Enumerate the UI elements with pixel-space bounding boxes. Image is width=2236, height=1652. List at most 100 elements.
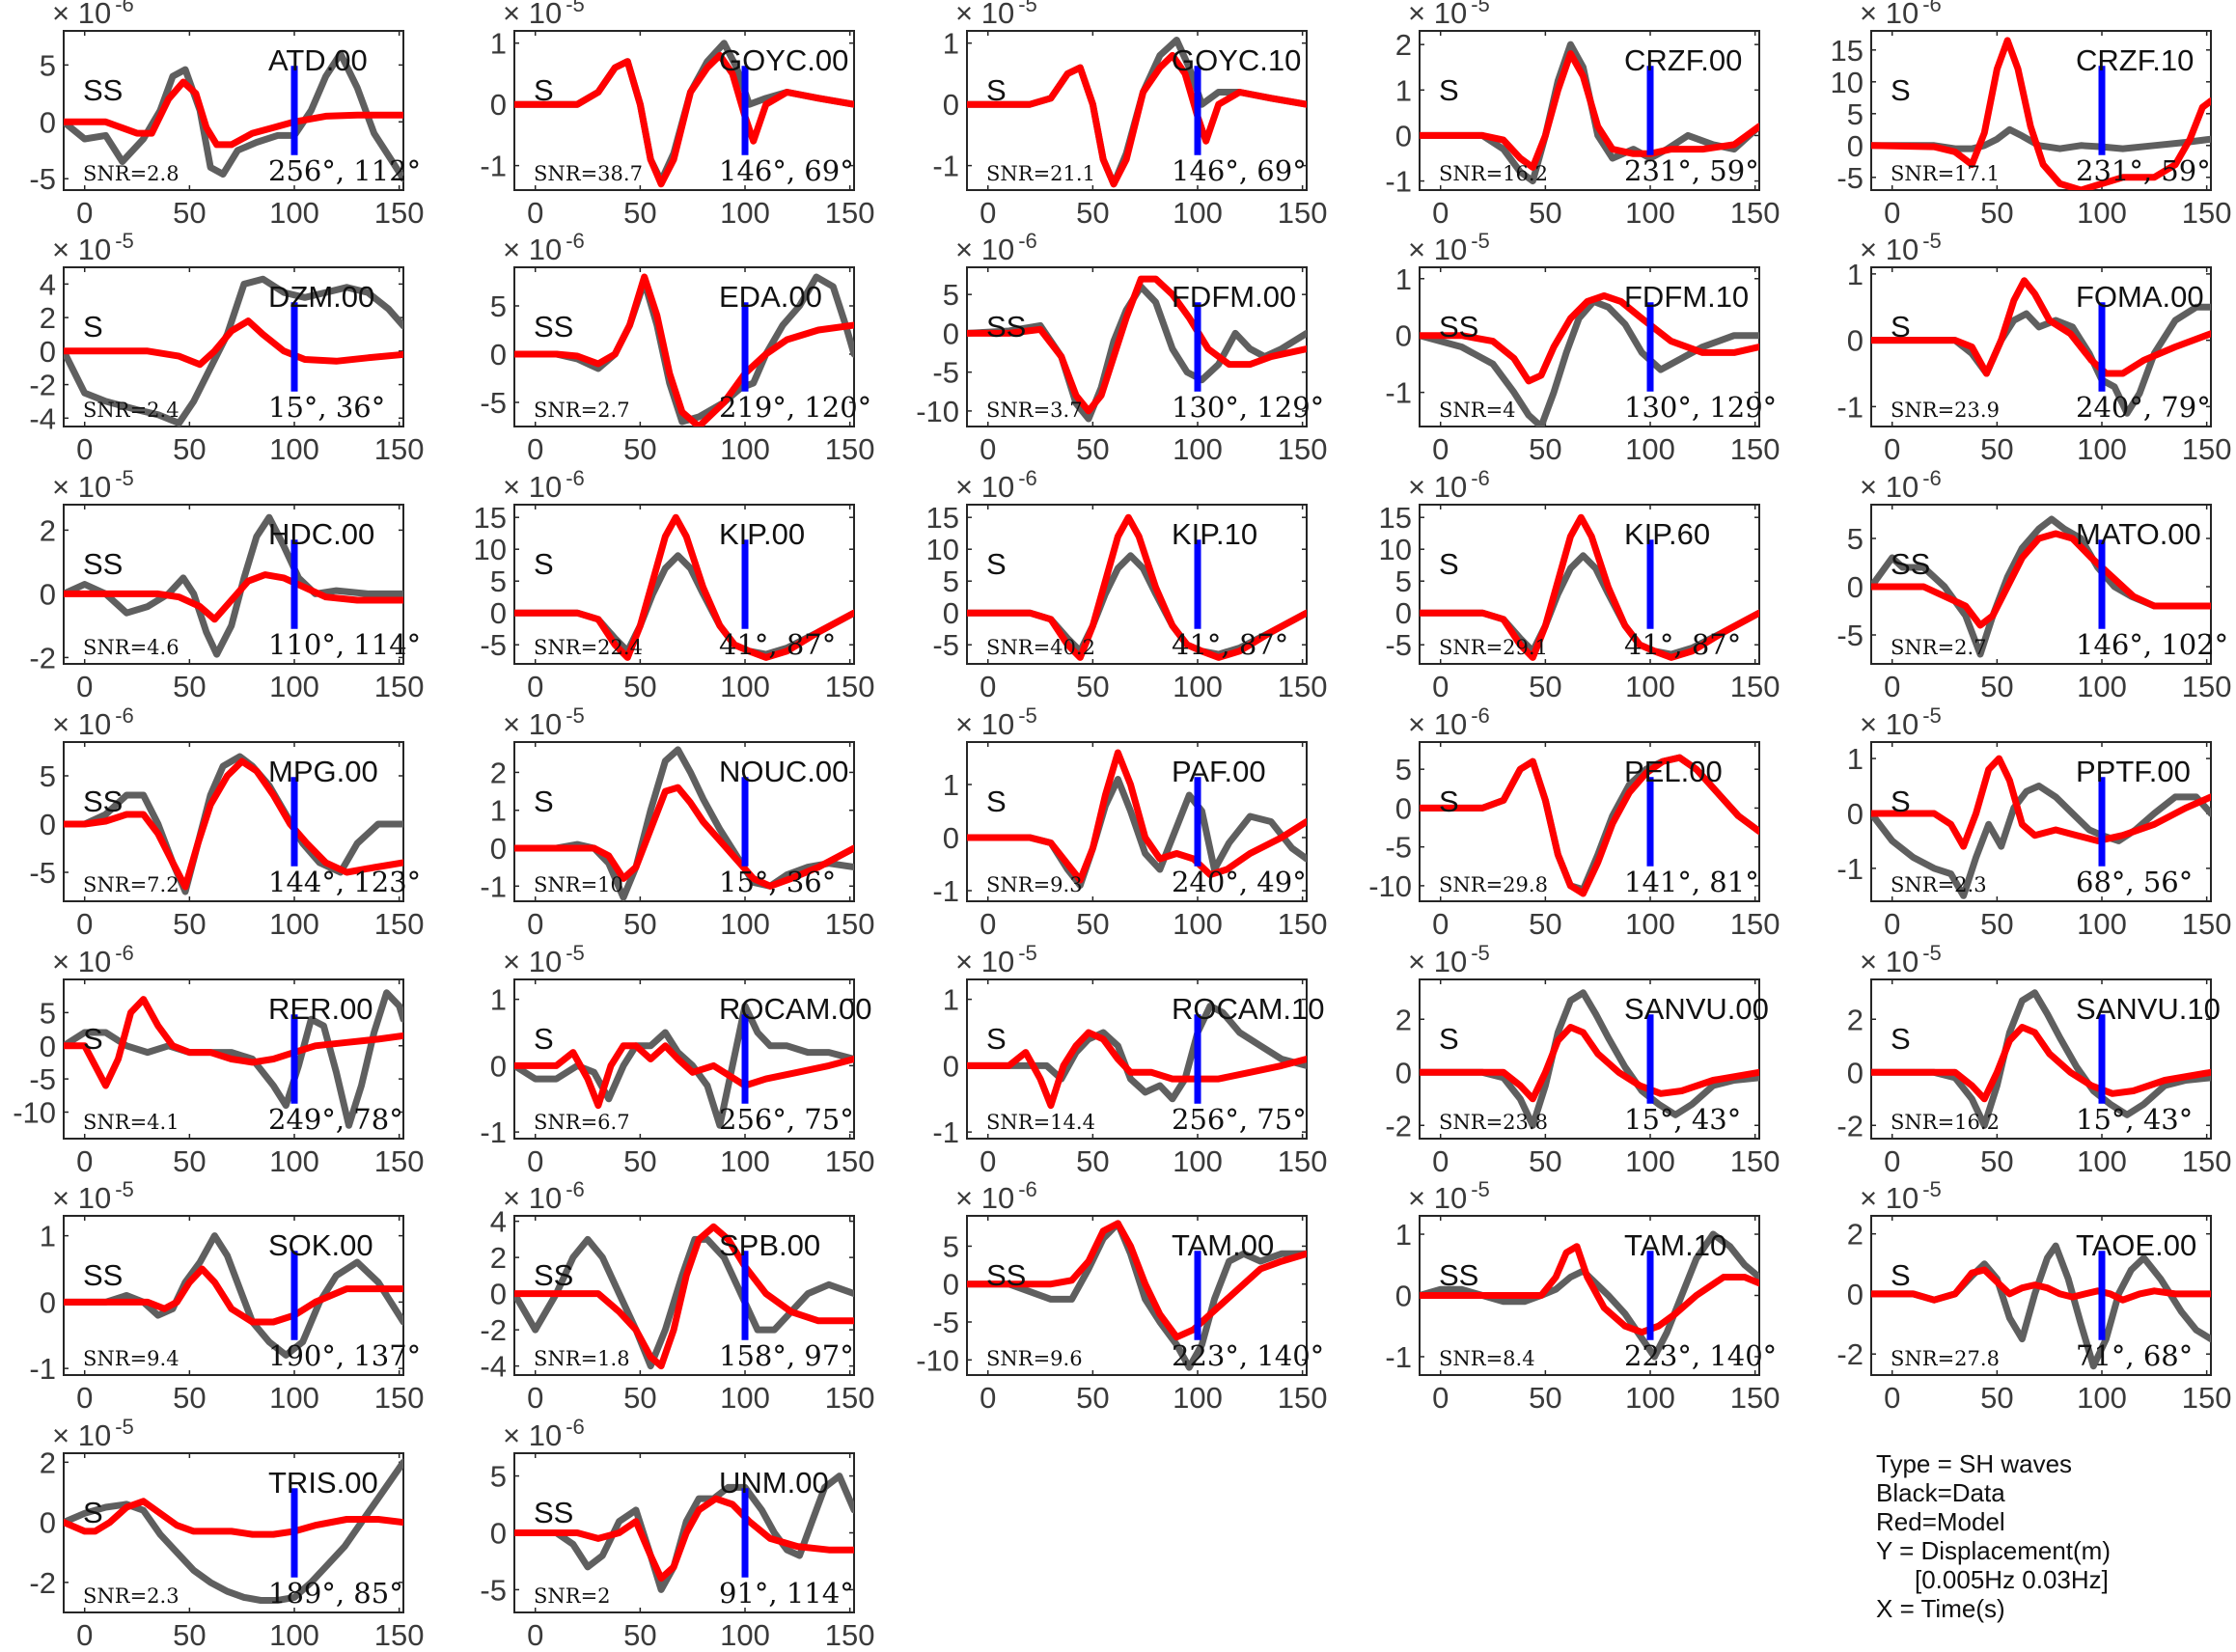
station-label: SPB.00	[719, 1228, 820, 1262]
phase-label: S	[534, 785, 554, 818]
axes-box	[966, 1215, 1308, 1376]
y-tick-label: -5	[480, 386, 507, 420]
data-waveform	[967, 1220, 1307, 1371]
x-tick-label: 0	[76, 196, 93, 230]
phase-label: S	[83, 310, 103, 344]
y-exponent-label: × 10 -6	[503, 1177, 585, 1215]
azimuth-angles-label: 141°, 81°	[1624, 866, 1759, 898]
azimuth-angles-label: 41°, 87°	[719, 628, 836, 661]
x-tick-label: 0	[527, 1144, 543, 1178]
y-tick-label: 5	[943, 278, 959, 312]
y-tick-label: 0	[1847, 129, 1863, 163]
x-tick-label: 0	[76, 432, 93, 466]
station-label: PPTF.00	[2076, 755, 2191, 788]
axes-box	[1870, 266, 2212, 427]
x-tick-label: 100	[720, 1618, 770, 1652]
data-waveform	[64, 275, 403, 427]
y-tick-label: -10	[916, 1343, 959, 1377]
azimuth-angles-label: 91°, 114°	[719, 1577, 854, 1610]
x-tick-label: 50	[173, 907, 206, 941]
data-waveform	[1420, 989, 1759, 1129]
axes-box	[1419, 741, 1760, 902]
model-waveform	[1420, 1243, 1759, 1336]
x-tick-label: 0	[527, 432, 543, 466]
phase-label: S	[83, 1022, 103, 1056]
phase-label: S	[1439, 1022, 1459, 1056]
x-tick-label: 150	[825, 432, 875, 466]
y-tick-label: -1	[1836, 852, 1863, 886]
x-tick-label: 100	[1625, 196, 1675, 230]
x-tick-label: 150	[825, 1618, 875, 1652]
model-waveform	[1420, 292, 1759, 385]
y-tick-label: -5	[480, 628, 507, 662]
model-waveform	[514, 51, 854, 188]
model-waveform	[514, 1495, 854, 1583]
azimuth-angles-label: 130°, 129°	[1172, 391, 1324, 424]
azimuth-angles-label: 219°, 120°	[719, 391, 871, 424]
x-tick-label: 150	[2182, 907, 2232, 941]
x-tick-label: 150	[825, 1144, 875, 1178]
y-tick-label: -10	[13, 1096, 56, 1130]
x-tick-label: 150	[2182, 1381, 2232, 1415]
y-tick-label: 1	[1395, 73, 1412, 107]
y-exponent-label: × 10 -6	[1860, 466, 1942, 504]
azimuth-angles-label: 158°, 97°	[719, 1339, 854, 1372]
x-tick-label: 100	[2077, 907, 2127, 941]
y-tick-label: 1	[943, 27, 959, 61]
y-exponent-label: × 10 -6	[1408, 466, 1490, 504]
phase-label: SS	[83, 785, 123, 818]
y-tick-label: 0	[1847, 1278, 1863, 1311]
x-tick-label: 150	[2182, 432, 2232, 466]
x-tick-label: 150	[374, 1618, 425, 1652]
station-label: FDFM.10	[1624, 280, 1749, 314]
phase-label: SS	[1439, 310, 1478, 344]
station-label: DZM.00	[268, 280, 374, 314]
y-tick-label: 5	[490, 289, 507, 323]
x-tick-label: 150	[1278, 670, 1328, 703]
axes-box	[1870, 978, 2212, 1140]
phase-label: SS	[534, 1258, 573, 1292]
y-exponent-label: × 10 -5	[503, 703, 585, 741]
model-waveform	[967, 51, 1307, 188]
x-tick-label: 150	[825, 670, 875, 703]
y-tick-label: 0	[943, 317, 959, 350]
y-tick-label: 0	[943, 1049, 959, 1083]
station-label: SANVU.00	[1624, 992, 1769, 1026]
y-exponent-label: × 10 -5	[1860, 703, 1942, 741]
y-tick-label: 0	[490, 1517, 507, 1551]
x-tick-label: 50	[173, 670, 206, 703]
model-waveform	[967, 749, 1307, 884]
snr-label: SNR=16.2	[1439, 162, 1548, 185]
x-tick-label: 100	[1625, 1381, 1675, 1415]
x-tick-label: 0	[1884, 1381, 1900, 1415]
x-tick-label: 150	[374, 196, 425, 230]
model-waveform	[1871, 1266, 2211, 1304]
snr-label: SNR=1.8	[534, 1347, 630, 1370]
x-tick-label: 100	[269, 196, 319, 230]
x-tick-label: 50	[1076, 907, 1109, 941]
azimuth-angles-label: 190°, 137°	[268, 1339, 421, 1372]
model-waveform	[514, 1223, 854, 1370]
y-tick-label: -5	[29, 856, 56, 890]
model-waveform	[64, 996, 403, 1089]
panel-rocam-10: 0 50 100 150 -1 0 1 × 10 -5 ROCAM.10 S SNR=14.4 256°…	[932, 941, 1327, 1178]
y-tick-label: -1	[480, 150, 507, 183]
x-tick-label: 50	[623, 670, 656, 703]
y-exponent-label: × 10 -5	[1860, 229, 1942, 266]
azimuth-angles-label: 189°, 85°	[268, 1577, 403, 1610]
y-tick-label: 15	[474, 501, 507, 535]
y-tick-label: -1	[1836, 390, 1863, 424]
x-tick-label: 0	[1432, 907, 1449, 941]
phase-label: S	[986, 73, 1007, 107]
x-tick-label: 0	[1884, 907, 1900, 941]
x-tick-label: 50	[623, 907, 656, 941]
y-exponent-label: × 10 -6	[955, 229, 1037, 266]
y-tick-label: 15	[1831, 34, 1863, 68]
snr-label: SNR=16.2	[1891, 1111, 2000, 1134]
x-tick-label: 0	[527, 907, 543, 941]
y-tick-label: -2	[1836, 1109, 1863, 1143]
y-tick-label: -1	[932, 874, 959, 908]
x-tick-label: 50	[173, 1144, 206, 1178]
y-tick-label: 5	[1847, 97, 1863, 131]
